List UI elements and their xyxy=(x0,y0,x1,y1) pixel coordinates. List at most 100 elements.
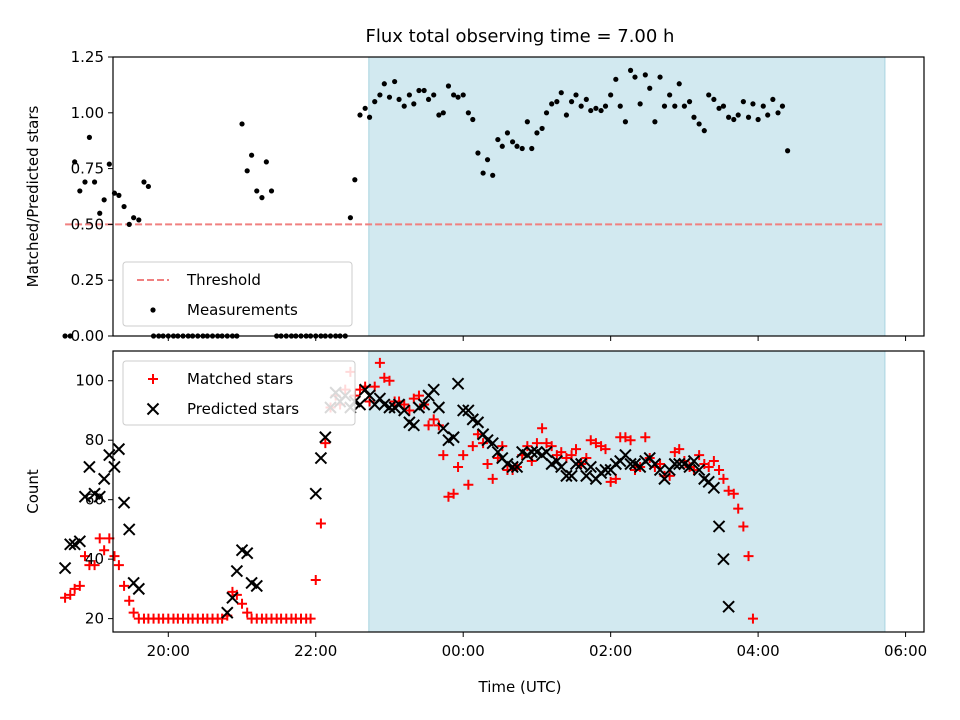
matched-stars-point xyxy=(738,521,749,532)
matched-stars-point xyxy=(379,372,390,383)
observing-window-span xyxy=(368,350,886,633)
measurement-point xyxy=(647,85,653,91)
predicted-stars-point xyxy=(373,392,387,405)
y-tick-label: 0.75 xyxy=(71,160,104,178)
predicted-stars-point xyxy=(624,457,637,471)
matched-stars-point xyxy=(399,399,410,410)
measurement-point xyxy=(760,103,766,109)
legend-label: Predicted stars xyxy=(187,400,299,418)
y-axis-label: Count xyxy=(24,469,42,514)
legend-label: Measurements xyxy=(187,301,298,319)
predicted-stars-point xyxy=(97,472,111,486)
x-tick-label: 22:00 xyxy=(294,642,337,660)
measurement-point xyxy=(755,116,761,123)
measurement-point xyxy=(657,74,663,80)
predicted-stars-point xyxy=(525,445,538,459)
matched-stars-point xyxy=(423,420,434,431)
predicted-stars-point xyxy=(491,445,505,459)
measurement-point xyxy=(568,99,575,105)
measurement-point xyxy=(490,172,496,178)
predicted-stars-point xyxy=(132,582,146,596)
y-tick-label: 1.25 xyxy=(71,48,104,66)
predicted-stars-point xyxy=(383,401,396,414)
measurement-point xyxy=(366,114,373,120)
y-tick-label: 0.25 xyxy=(71,271,104,289)
predicted-stars-point xyxy=(83,460,96,474)
predicted-stars-point xyxy=(398,404,411,417)
measurement-point xyxy=(696,121,702,127)
matched-stars-point xyxy=(443,491,454,502)
measurement-point xyxy=(381,81,387,87)
measurement-point xyxy=(126,221,132,227)
measurement-point xyxy=(676,81,682,87)
measurement-point xyxy=(357,112,363,118)
measurement-point xyxy=(539,125,545,132)
matched-stars-point xyxy=(315,518,326,529)
measurement-point xyxy=(622,119,629,125)
matched-stars-point xyxy=(571,444,582,455)
predicted-stars-point xyxy=(309,487,322,500)
matched-stars-point xyxy=(65,589,76,600)
matched-stars-point xyxy=(694,450,705,461)
measurement-point xyxy=(460,92,466,98)
matched-stars-point xyxy=(428,414,439,425)
measurement-point xyxy=(726,114,732,120)
x-tick-label: 02:00 xyxy=(589,642,632,660)
y-tick-label: 100 xyxy=(75,372,104,390)
measurement-point xyxy=(711,96,717,103)
measurement-point xyxy=(602,103,609,109)
matched-stars-point xyxy=(688,464,699,475)
y-tick-label: 0.50 xyxy=(71,215,104,233)
legend-box xyxy=(122,360,356,426)
measurement-point xyxy=(249,152,255,158)
matched-stars-point xyxy=(625,435,636,446)
matched-stars-point xyxy=(69,583,80,594)
x-tick-label: 20:00 xyxy=(147,642,190,660)
predicted-stars-point xyxy=(540,445,553,459)
measurement-point xyxy=(588,107,594,114)
predicted-stars-point xyxy=(683,460,696,474)
measurement-point xyxy=(495,136,501,143)
matched-stars-point xyxy=(433,420,444,431)
matched-stars-point xyxy=(522,441,533,452)
predicted-stars-point xyxy=(462,404,475,417)
matched-stars-point xyxy=(354,384,365,395)
measurement-point xyxy=(244,168,250,174)
legend: Threshold Measurements xyxy=(122,261,353,327)
measurement-point xyxy=(740,99,746,105)
matched-stars-point xyxy=(747,613,758,624)
predicted-stars-point xyxy=(476,428,490,441)
measurement-point xyxy=(136,217,142,223)
axes-frame xyxy=(112,56,925,337)
predicted-stars-point xyxy=(427,383,440,396)
matched-stars-point xyxy=(74,580,85,591)
measurement-point xyxy=(82,179,88,185)
measurement-point xyxy=(667,92,673,98)
y-tick-label: 40 xyxy=(85,550,104,568)
predicted-stars-point xyxy=(584,460,597,474)
matched-stars-point xyxy=(374,357,385,368)
measurement-point xyxy=(362,105,368,111)
measurement-point xyxy=(672,103,678,109)
matched-stars-point xyxy=(703,461,714,472)
measurement-point xyxy=(131,215,137,221)
predicted-stars-point xyxy=(314,451,328,465)
measurement-point xyxy=(106,161,112,167)
measurement-point xyxy=(661,103,668,109)
matched-stars-point xyxy=(242,607,253,618)
measurement-point xyxy=(608,92,614,98)
measurement-point xyxy=(779,103,786,109)
predicted-stars-point xyxy=(456,404,470,417)
matched-stars-point xyxy=(714,464,725,475)
matched-stars-point xyxy=(384,375,395,386)
matched-stars-point xyxy=(128,607,139,618)
predicted-stars-point xyxy=(319,431,332,444)
measurement-point xyxy=(617,103,623,109)
measurement-point xyxy=(377,92,383,98)
measurement-point xyxy=(484,157,491,163)
measurement-point xyxy=(431,92,437,98)
measurement-point xyxy=(465,110,471,116)
legend-box xyxy=(122,261,353,327)
predicted-stars-point xyxy=(687,454,701,468)
matched-stars-point xyxy=(728,488,739,499)
